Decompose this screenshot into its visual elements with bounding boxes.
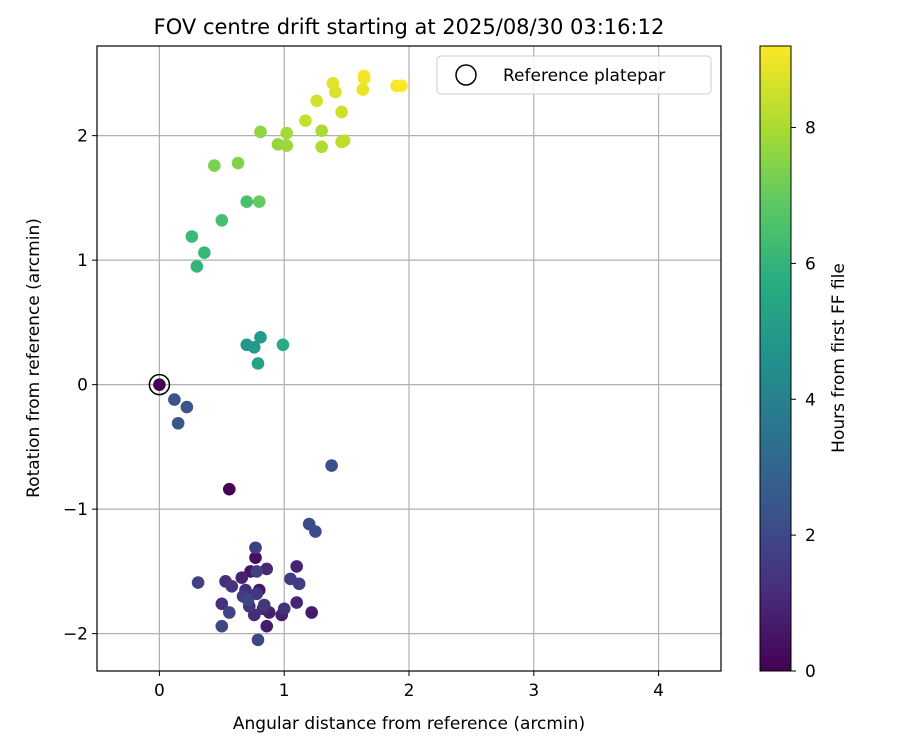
scatter-point bbox=[235, 571, 249, 584]
grid bbox=[97, 46, 721, 671]
axis-ticks: 0 1 2 3 4 −2 −1 0 1 2 bbox=[63, 127, 664, 701]
scatter-point bbox=[231, 156, 245, 170]
legend-marker-open-circle bbox=[455, 64, 477, 86]
scatter-point bbox=[249, 551, 262, 565]
scatter-point bbox=[257, 598, 271, 612]
scatter-point bbox=[335, 105, 348, 119]
scatter-point bbox=[153, 378, 166, 391]
scatter-point bbox=[337, 134, 351, 147]
scatter-point bbox=[357, 69, 371, 83]
colorbar-tick-label: 2 bbox=[805, 526, 816, 546]
y-axis-label: Rotation from reference (arcmin) bbox=[24, 218, 44, 498]
chart-title: FOV centre drift starting at 2025/08/30 … bbox=[154, 15, 665, 39]
scatter-point bbox=[190, 260, 204, 273]
reference-platepar-marker bbox=[148, 373, 171, 396]
scatter-point bbox=[325, 459, 338, 472]
colorbar-ticks: 0 2 4 6 8 bbox=[791, 119, 816, 682]
scatter-point bbox=[168, 393, 181, 406]
scatter-point bbox=[395, 79, 408, 93]
scatter-point bbox=[225, 580, 239, 593]
scatter-point bbox=[208, 159, 221, 172]
scatter-point bbox=[276, 338, 290, 352]
scatter-point bbox=[215, 214, 229, 227]
scatter-point bbox=[290, 560, 303, 573]
scatter-point bbox=[310, 94, 323, 108]
scatter-point bbox=[280, 139, 293, 152]
scatter-point bbox=[305, 606, 318, 619]
legend-label: Reference platepar bbox=[503, 66, 665, 86]
scatter-point bbox=[191, 576, 205, 589]
scatter-point bbox=[241, 593, 255, 607]
scatter-point bbox=[280, 126, 293, 140]
scatter-point bbox=[251, 633, 265, 647]
scatter-point bbox=[222, 482, 236, 496]
colorbar-tick-label: 6 bbox=[805, 254, 816, 274]
scatter-point bbox=[299, 114, 312, 128]
colorbar-tick-label: 4 bbox=[805, 390, 816, 410]
scatter-point bbox=[249, 541, 262, 555]
x-axis-label: Angular distance from reference (arcmin) bbox=[233, 714, 585, 734]
scatter-point bbox=[254, 125, 267, 139]
scatter-point bbox=[254, 331, 267, 344]
x-tick-label: 2 bbox=[404, 681, 415, 701]
colorbar-tick-label: 8 bbox=[805, 119, 816, 139]
x-tick-label: 0 bbox=[154, 681, 165, 701]
y-tick-label: 0 bbox=[77, 376, 88, 396]
scatter-point bbox=[315, 124, 328, 137]
scatter-point bbox=[240, 195, 254, 208]
colorbar-tick-label: 0 bbox=[805, 662, 816, 682]
scatter-point bbox=[180, 400, 194, 414]
scatter-point bbox=[290, 596, 303, 609]
scatter-point bbox=[215, 619, 229, 633]
scatter-point bbox=[185, 230, 199, 243]
y-tick-label: 1 bbox=[77, 251, 88, 271]
scatter-point bbox=[277, 602, 291, 616]
scatter-point bbox=[309, 525, 322, 538]
scatter-point bbox=[252, 195, 266, 208]
x-tick-label: 3 bbox=[528, 681, 539, 701]
scatter-point bbox=[250, 587, 264, 601]
scatter-point bbox=[260, 562, 274, 576]
scatter-point bbox=[251, 357, 265, 370]
scatter-point bbox=[215, 597, 229, 611]
scatter-point bbox=[222, 606, 236, 619]
x-tick-label: 4 bbox=[653, 681, 664, 701]
scatter-point bbox=[326, 77, 340, 90]
scatter-point bbox=[292, 577, 306, 591]
y-tick-label: −1 bbox=[63, 500, 88, 520]
scatter-point bbox=[247, 340, 261, 354]
y-tick-label: −2 bbox=[63, 625, 88, 645]
scatter-point bbox=[171, 416, 185, 430]
colorbar-label: Hours from first FF file bbox=[829, 263, 849, 453]
colorbar: 0 2 4 6 8 Hours from first FF file bbox=[759, 45, 849, 682]
legend: Reference platepar bbox=[436, 55, 712, 95]
scatter-point bbox=[198, 246, 211, 259]
colorbar-gradient bbox=[759, 45, 792, 672]
scatter-point bbox=[250, 565, 264, 578]
data-points bbox=[148, 69, 408, 647]
x-tick-label: 1 bbox=[279, 681, 290, 701]
legend-box bbox=[436, 55, 712, 95]
y-tick-label: 2 bbox=[77, 127, 88, 147]
scatter-point bbox=[260, 619, 274, 633]
scatter-point bbox=[356, 83, 370, 96]
scatter-point bbox=[315, 140, 328, 154]
